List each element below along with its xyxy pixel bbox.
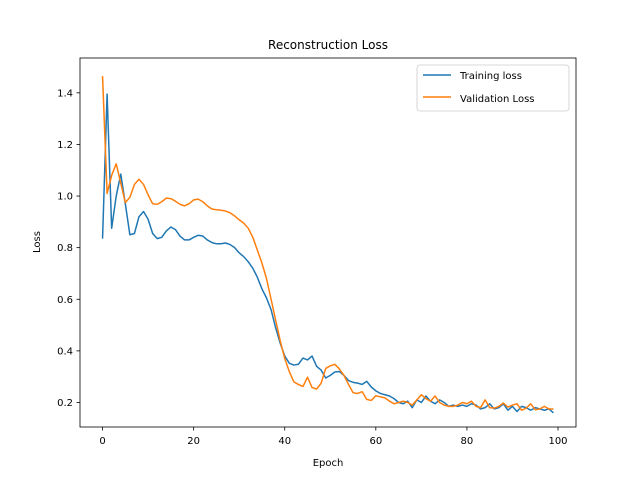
legend-box <box>416 64 570 112</box>
x-tick-label: 100 <box>548 436 567 447</box>
y-axis-label: Loss <box>32 231 43 253</box>
x-tick-label: 60 <box>369 436 382 447</box>
x-tick-label: 0 <box>99 436 105 447</box>
plot-frame <box>79 57 577 428</box>
chart-title: Reconstruction Loss <box>268 38 388 52</box>
y-tick-label: 0.6 <box>57 295 73 306</box>
y-tick-label: 0.2 <box>57 398 73 409</box>
y-tick-label: 1.0 <box>57 192 73 203</box>
legend-label-training-loss: Training loss <box>459 71 522 82</box>
series-layer <box>101 76 554 414</box>
series-line-validation-loss <box>101 76 554 411</box>
y-tick-label: 1.4 <box>57 88 73 99</box>
x-tick-label: 40 <box>278 436 291 447</box>
x-tick-label: 20 <box>187 436 200 447</box>
x-axis-label: Epoch <box>313 458 344 469</box>
y-tick-label: 0.8 <box>57 243 73 254</box>
plot-area <box>80 58 576 427</box>
x-tick-label: 80 <box>461 436 474 447</box>
y-tick-label: 1.2 <box>57 140 73 151</box>
legend-label-validation-loss: Validation Loss <box>460 94 535 105</box>
ticks-layer: 0 20 40 60 80 100 0.2 0.4 0.6 0.8 1.0 1.2 1.4 <box>57 88 567 447</box>
legend: Training loss Validation Loss <box>416 64 570 112</box>
y-tick-label: 0.4 <box>57 346 73 357</box>
